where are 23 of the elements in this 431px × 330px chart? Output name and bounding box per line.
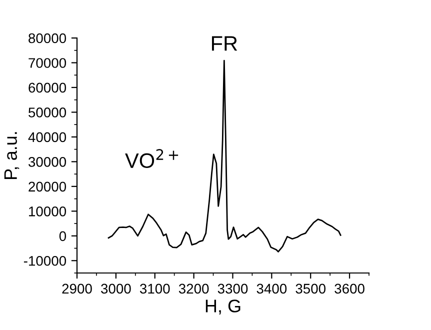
line-series [108,60,342,252]
y-tick-label: 20000 [28,182,66,192]
x-tick-label: 3500 [296,284,326,294]
x-tick-label: 3400 [256,284,287,294]
y-tick-label: 80000 [28,33,66,44]
annotation: FR [212,36,238,51]
annotation: VO$^{2+}$ [125,149,178,168]
y-axis-title: P, a.u. [4,132,20,179]
x-tick-label: 3300 [218,284,248,294]
y-tick-label: 40000 [28,132,66,142]
x-axis-title: H, G [206,300,240,315]
y-tick-label: 30000 [28,157,66,167]
x-tick-label: 3100 [140,284,170,294]
y-tick-label: 50000 [28,108,66,118]
y-tick-label: 60000 [28,82,66,93]
x-tick-label: 3200 [178,284,209,294]
x-tick-label: 3600 [334,284,364,294]
y-tick-label: 70000 [28,58,66,68]
y-tick-label: -10000 [24,256,66,266]
y-tick-label: 10000 [29,206,66,216]
x-tick-label: 2900 [62,284,92,294]
x-tick-label: 3000 [101,284,131,294]
y-tick-label: 0 [59,231,66,242]
